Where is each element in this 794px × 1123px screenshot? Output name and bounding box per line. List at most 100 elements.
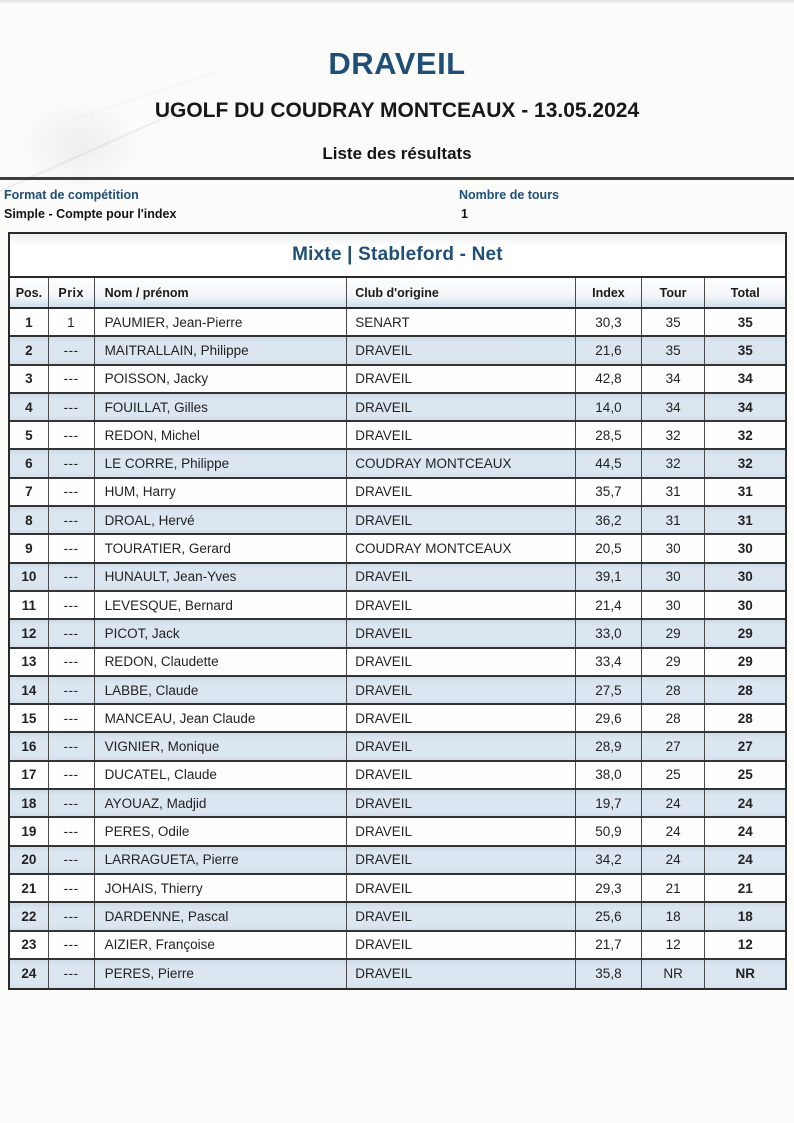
cell-tour: 32 xyxy=(642,450,706,477)
cell-tour: 28 xyxy=(642,676,706,704)
cell-pos: 2 xyxy=(10,337,49,364)
cell-name: DUCATEL, Claude xyxy=(95,761,348,789)
cell-pos: 21 xyxy=(10,874,49,902)
header-cell-name: Nom / prénom xyxy=(95,278,348,307)
cell-club: COUDRAY MONTCEAUX xyxy=(347,535,577,562)
table-row: 21 --- JOHAIS, Thierry DRAVEIL 29,3 21 21 xyxy=(10,874,785,904)
table-row: 20 --- LARRAGUETA, Pierre DRAVEIL 34,2 24 24 xyxy=(10,846,785,875)
cell-index: 14,0 xyxy=(576,393,642,421)
table-row: 7 --- HUM, Harry DRAVEIL 35,7 31 31 xyxy=(10,478,785,508)
cell-index: 29,6 xyxy=(576,705,642,732)
header-cell-total: Total xyxy=(730,285,760,300)
cell-name: MANCEAU, Jean Claude xyxy=(95,705,348,732)
cell-name: DROAL, Hervé xyxy=(95,507,348,534)
cell-total: NR xyxy=(735,966,755,982)
table-banner: Mixte | Stableford - Net xyxy=(10,234,785,278)
cell-index: 39,1 xyxy=(576,563,642,590)
cell-index: 21,4 xyxy=(576,591,642,619)
cell-tour: 30 xyxy=(642,563,706,590)
cell-index: 38,0 xyxy=(576,761,642,789)
cell-club: DRAVEIL xyxy=(347,393,577,421)
rounds-label: Nombre de tours xyxy=(459,188,560,202)
cell-tour: 27 xyxy=(642,733,706,760)
cell-prix: 1 xyxy=(49,309,95,336)
cell-tour: 18 xyxy=(642,903,706,930)
table-row: 13 --- REDON, Claudette DRAVEIL 33,4 29 29 xyxy=(10,648,785,677)
cell-pos: 19 xyxy=(10,818,49,845)
cell-prix: --- xyxy=(49,591,95,619)
cell-name: MAITRALLAIN, Philippe xyxy=(95,337,348,364)
cell-index: 35,7 xyxy=(576,478,642,506)
table-row: 4 --- FOUILLAT, Gilles DRAVEIL 14,0 34 34 xyxy=(10,393,785,423)
cell-tour: 21 xyxy=(642,874,706,902)
cell-name: LARRAGUETA, Pierre xyxy=(95,846,348,873)
table-row: 11 --- LEVESQUE, Bernard DRAVEIL 21,4 30 30 xyxy=(10,591,785,621)
cell-total: 24 xyxy=(737,852,753,868)
cell-index: 25,6 xyxy=(576,903,642,930)
cell-prix: --- xyxy=(49,931,95,958)
cell-club: DRAVEIL xyxy=(347,818,577,845)
cell-pos: 9 xyxy=(10,535,49,562)
cell-pos: 20 xyxy=(10,846,49,873)
cell-name: LEVESQUE, Bernard xyxy=(95,591,348,619)
cell-club: DRAVEIL xyxy=(347,591,577,619)
cell-index: 42,8 xyxy=(576,365,642,392)
cell-tour: 30 xyxy=(642,591,706,619)
cell-tour: 24 xyxy=(642,818,706,845)
cell-prix: --- xyxy=(49,959,95,989)
cell-pos: 13 xyxy=(10,648,49,675)
cell-tour: 25 xyxy=(642,761,706,789)
cell-name: PICOT, Jack xyxy=(95,620,348,647)
cell-total: 30 xyxy=(737,569,753,585)
table-row: 23 --- AIZIER, Françoise DRAVEIL 21,7 12 12 xyxy=(10,931,785,960)
cell-index: 44,5 xyxy=(576,450,642,477)
cell-total: 24 xyxy=(737,795,753,811)
format-label: Format de compétition xyxy=(4,188,139,202)
cell-club: DRAVEIL xyxy=(347,874,577,902)
cell-club: DRAVEIL xyxy=(347,365,577,392)
cell-prix: --- xyxy=(49,648,95,675)
cell-prix: --- xyxy=(49,563,95,590)
cell-prix: --- xyxy=(49,337,95,364)
cell-total: 27 xyxy=(737,739,753,755)
table-row: 3 --- POISSON, Jacky DRAVEIL 42,8 34 34 xyxy=(10,365,785,394)
cell-prix: --- xyxy=(49,705,95,732)
cell-tour: 29 xyxy=(642,648,706,675)
cell-name: HUM, Harry xyxy=(95,478,348,506)
cell-name: AYOUAZ, Madjid xyxy=(95,790,348,817)
table-row: 14 --- LABBE, Claude DRAVEIL 27,5 28 28 xyxy=(10,676,785,706)
cell-tour: 35 xyxy=(642,309,706,336)
cell-prix: --- xyxy=(49,535,95,562)
cell-name: POISSON, Jacky xyxy=(95,365,348,392)
cell-club: DRAVEIL xyxy=(347,846,577,873)
cell-tour: 12 xyxy=(642,931,706,958)
cell-index: 34,2 xyxy=(576,846,642,873)
cell-tour: 29 xyxy=(642,620,706,647)
cell-total: 21 xyxy=(737,880,753,896)
cell-name: FOUILLAT, Gilles xyxy=(95,393,348,421)
cell-prix: --- xyxy=(49,422,95,449)
header-cell-club: Club d'origine xyxy=(347,278,577,307)
cell-total: 29 xyxy=(737,625,753,641)
cell-club: DRAVEIL xyxy=(347,931,577,958)
cell-index: 35,8 xyxy=(576,959,642,989)
cell-club: COUDRAY MONTCEAUX xyxy=(347,450,577,477)
cell-total: 34 xyxy=(737,399,753,415)
cell-name: AIZIER, Françoise xyxy=(95,931,348,958)
header-cell-prix: Prix xyxy=(49,278,95,307)
event-subtitle: UGOLF DU COUDRAY MONTCEAUX - 13.05.2024 xyxy=(154,99,640,122)
cell-club: DRAVEIL xyxy=(347,761,577,789)
cell-prix: --- xyxy=(49,790,95,817)
cell-total: 25 xyxy=(737,767,753,783)
cell-total: 31 xyxy=(737,484,753,500)
cell-tour: 24 xyxy=(642,790,706,817)
cell-pos: 3 xyxy=(10,365,49,392)
cell-tour: 31 xyxy=(642,478,706,506)
results-table: Mixte | Stableford - Net Pos. Prix Nom / p… xyxy=(8,232,787,991)
cell-club: DRAVEIL xyxy=(347,507,577,534)
cell-club: DRAVEIL xyxy=(347,705,577,732)
cell-tour: 28 xyxy=(642,705,706,732)
cell-prix: --- xyxy=(49,903,95,930)
cell-name: REDON, Michel xyxy=(95,422,348,449)
cell-index: 20,5 xyxy=(576,535,642,562)
